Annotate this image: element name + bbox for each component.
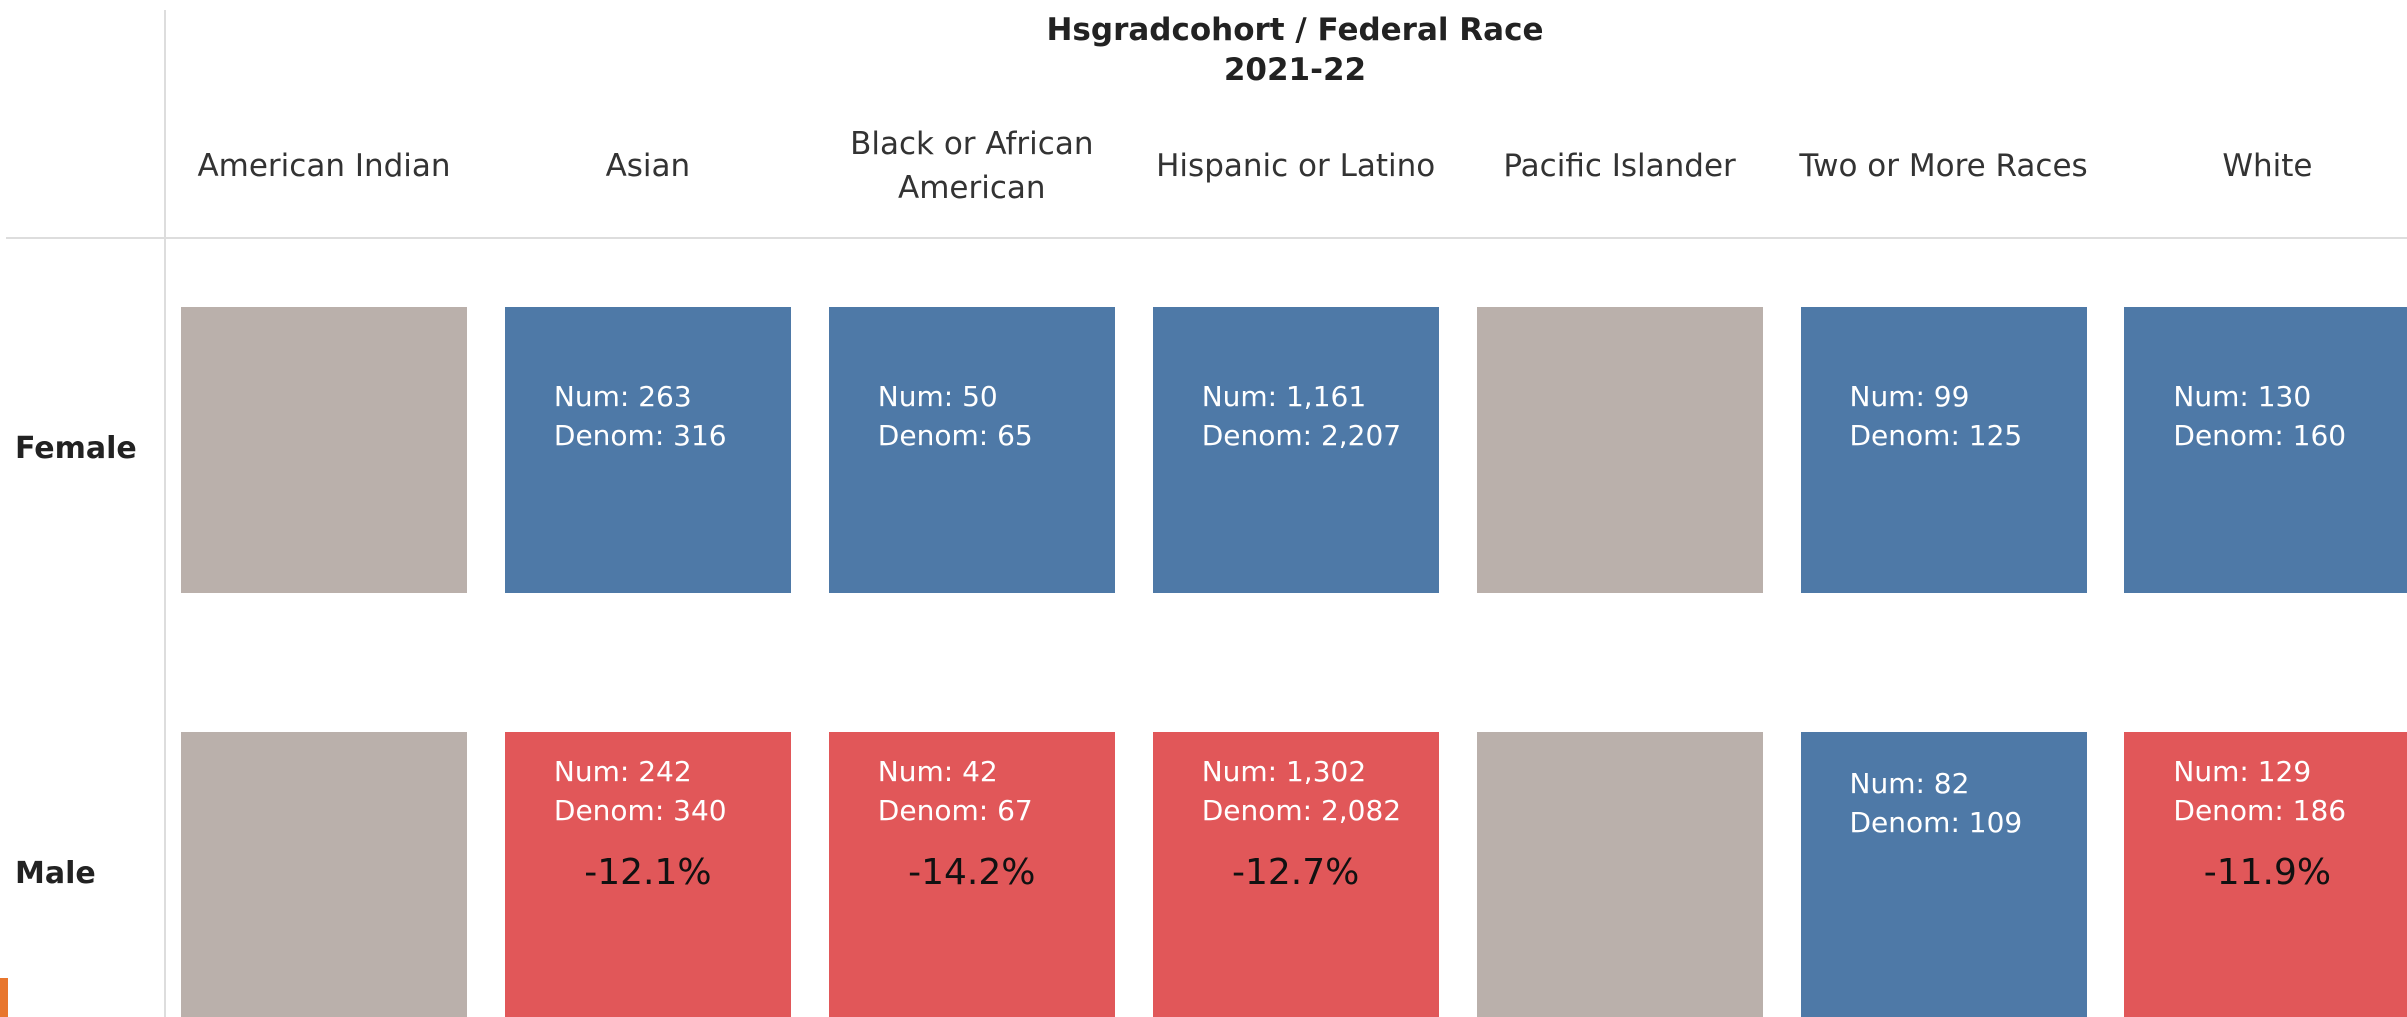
denom-label: Denom: 186 — [2173, 794, 2347, 827]
denom-label: Denom: 2,207 — [1201, 419, 1402, 452]
denom-label: Denom: 340 — [553, 794, 727, 827]
denom-label: Denom: 160 — [2173, 419, 2347, 452]
horizontal-divider — [6, 237, 2407, 239]
cell: Num: 263 Denom: 316 — [504, 307, 791, 593]
pct-diff: -12.7% — [1232, 852, 1360, 893]
column-header: Black or African American — [850, 126, 1094, 206]
cell — [1476, 307, 1763, 593]
denom-label: Denom: 2,082 — [1201, 794, 1402, 827]
pct-diff: -14.2% — [908, 852, 1036, 893]
column-header: Pacific Islander — [1503, 148, 1736, 184]
subtitle: 2021-22 — [1223, 52, 1367, 88]
title: Hsgradcohort / Federal Race — [1046, 12, 1544, 48]
pct-diff: -12.1% — [584, 852, 712, 893]
num-label: Num: 129 — [2173, 755, 2312, 788]
vertical-divider — [164, 10, 166, 1017]
num-label: Num: 242 — [553, 755, 692, 788]
cell: Num: 242 Denom: 340 -12.1% — [504, 732, 791, 1017]
cell: Num: 1,302 Denom: 2,082 -12.7% — [1152, 732, 1439, 1017]
cell: Num: 129 Denom: 186 -11.9% — [2124, 732, 2407, 1017]
cell: Num: 1,161 Denom: 2,207 — [1152, 307, 1439, 593]
denom-label: Denom: 67 — [877, 794, 1033, 827]
num-label: Num: 82 — [1849, 767, 1970, 800]
cell: Num: 42 Denom: 67 -14.2% — [828, 732, 1115, 1017]
num-label: Num: 1,302 — [1201, 755, 1367, 788]
cell — [181, 732, 467, 1017]
cell: Num: 82 Denom: 109 — [1800, 732, 2087, 1017]
denom-label: Denom: 316 — [553, 419, 727, 452]
row-header: Female — [15, 431, 137, 466]
column-header: Asian — [605, 148, 691, 184]
cell: Num: 99 Denom: 125 — [1800, 307, 2087, 593]
cell: Num: 130 Denom: 160 — [2124, 307, 2407, 593]
num-label: Num: 50 — [877, 380, 998, 413]
cell: Num: 50 Denom: 65 — [828, 307, 1115, 593]
num-label: Num: 42 — [877, 755, 998, 788]
cell — [181, 307, 467, 593]
column-header: Two or More Races — [1799, 148, 2088, 184]
row-header: Male — [15, 856, 96, 891]
column-header: Hispanic or Latino — [1156, 148, 1436, 184]
denom-label: Denom: 109 — [1849, 806, 2023, 839]
num-label: Num: 99 — [1849, 380, 1970, 413]
edge-marker — [0, 978, 8, 1017]
num-label: Num: 1,161 — [1201, 380, 1367, 413]
column-header: American Indian — [197, 148, 451, 184]
column-header: White — [2222, 148, 2313, 184]
pct-diff: -11.9% — [2203, 852, 2332, 893]
num-label: Num: 263 — [553, 380, 692, 413]
num-label: Num: 130 — [2173, 380, 2312, 413]
denom-label: Denom: 65 — [877, 419, 1033, 452]
cell — [1476, 732, 1763, 1017]
denom-label: Denom: 125 — [1849, 419, 2023, 452]
